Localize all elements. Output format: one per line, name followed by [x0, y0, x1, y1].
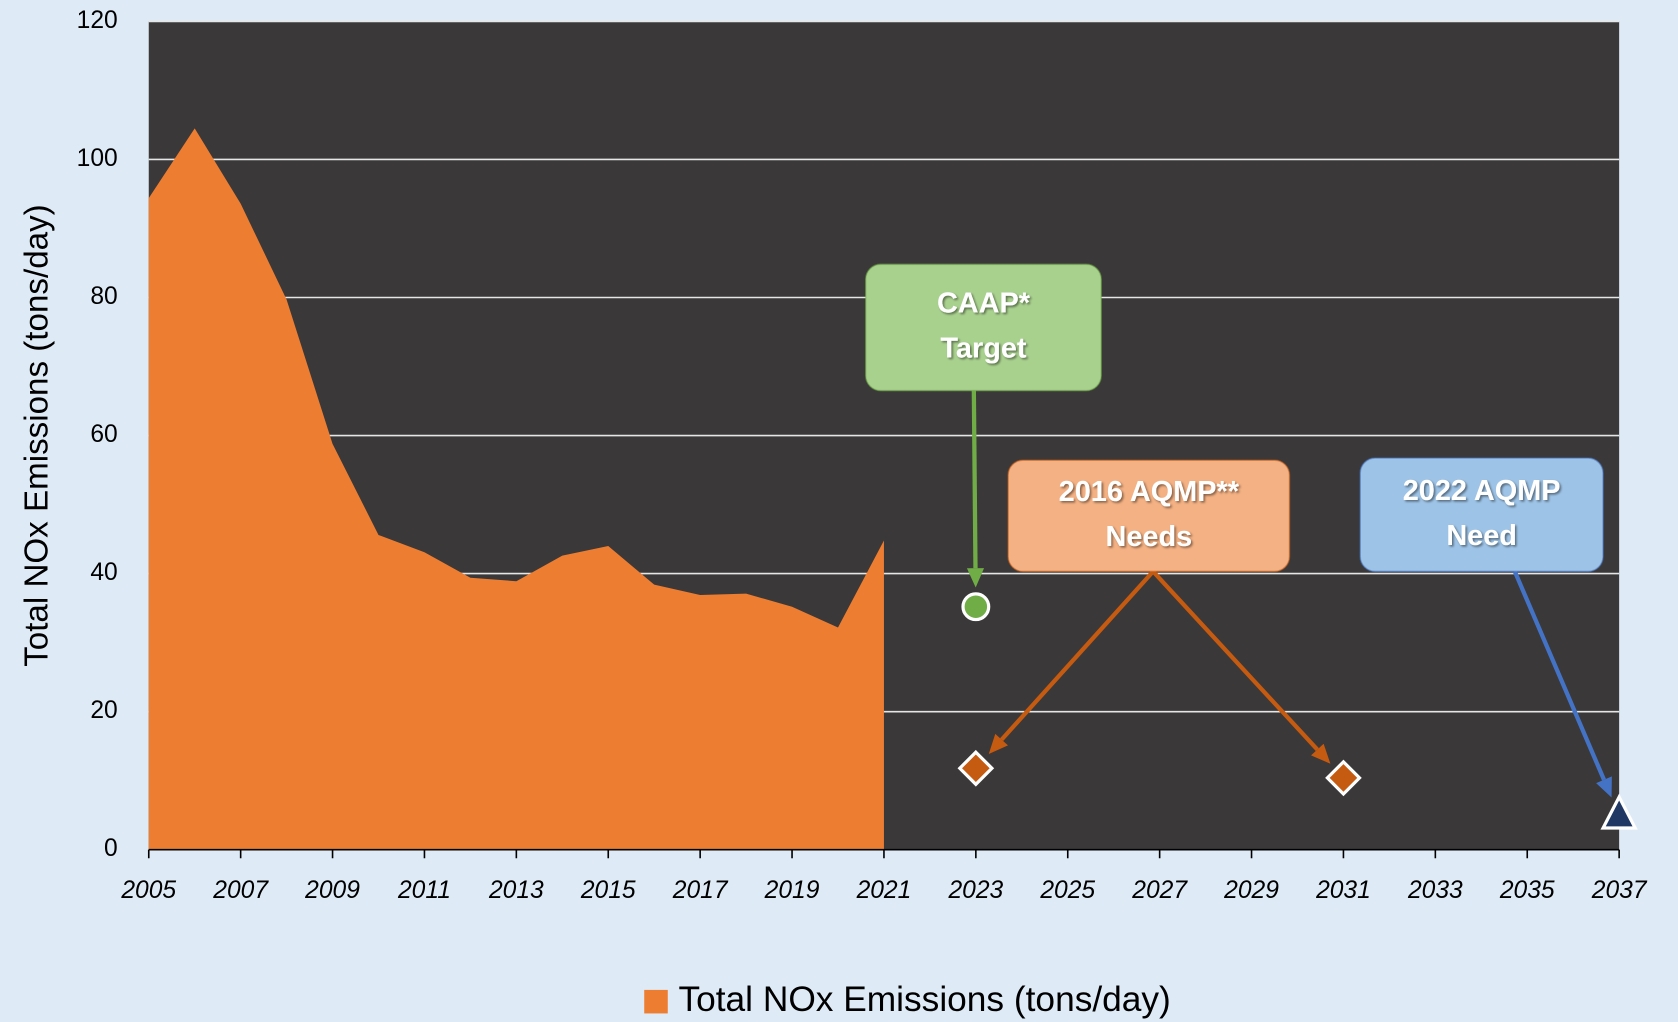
x-tick-label: 2005 — [120, 877, 176, 904]
y-tick-label: 0 — [104, 835, 118, 862]
callout-arrow — [1151, 570, 1319, 752]
arrow-head — [966, 568, 985, 588]
x-tick-label: 2015 — [580, 877, 636, 904]
x-tick-label: 2021 — [856, 877, 912, 904]
marker — [957, 749, 995, 787]
legend-label: Total NOx Emissions (tons/day) — [678, 980, 1170, 1019]
callout-text: 2022 AQMP — [1403, 475, 1561, 507]
arrow-head — [1596, 776, 1612, 798]
callout-text: Need — [1446, 520, 1517, 552]
x-tick-label: 2019 — [764, 877, 820, 904]
y-tick-label: 100 — [77, 145, 118, 172]
area — [148, 128, 884, 850]
y-tick-label: 120 — [77, 7, 118, 34]
callout-arrow — [971, 390, 978, 569]
callout-box — [864, 263, 1102, 392]
callout-box — [1359, 457, 1604, 573]
marker — [961, 592, 991, 622]
y-tick-label: 20 — [90, 697, 117, 724]
x-tick-label: 2011 — [397, 877, 451, 904]
marker — [1325, 759, 1362, 797]
callout-text: 2016 AQMP** — [1059, 476, 1240, 508]
y-axis-title: Total NOx Emissions (tons/day) — [18, 204, 55, 667]
arrow-head — [988, 733, 1008, 754]
callout-arrow — [1512, 570, 1606, 781]
x-tick-label: 2031 — [1315, 877, 1371, 904]
callout-text: CAAP* — [937, 288, 1031, 320]
legend-swatch — [644, 989, 668, 1014]
callout-box — [1007, 459, 1291, 573]
x-tick-label: 2007 — [212, 877, 269, 904]
callout-text: Target — [940, 333, 1026, 365]
x-tick-label: 2025 — [1039, 877, 1095, 904]
x-tick-label: 2017 — [672, 877, 729, 904]
x-tick-label: 2033 — [1407, 877, 1463, 904]
x-tick-label: 2027 — [1131, 877, 1188, 904]
x-tick-label: 2029 — [1223, 877, 1279, 904]
marker — [1600, 793, 1638, 830]
callout-arrow — [1000, 570, 1155, 742]
x-tick-label: 2037 — [1591, 877, 1648, 904]
x-tick-label: 2013 — [488, 877, 544, 904]
x-tick-label: 2023 — [947, 877, 1003, 904]
y-tick-label: 80 — [90, 283, 117, 310]
arrow-head — [1311, 743, 1331, 764]
x-tick-label: 2035 — [1499, 877, 1555, 904]
callout-text: Needs — [1105, 521, 1192, 553]
y-tick-label: 40 — [90, 559, 117, 586]
x-tick-label: 2009 — [304, 877, 360, 904]
y-tick-label: 60 — [90, 421, 117, 448]
